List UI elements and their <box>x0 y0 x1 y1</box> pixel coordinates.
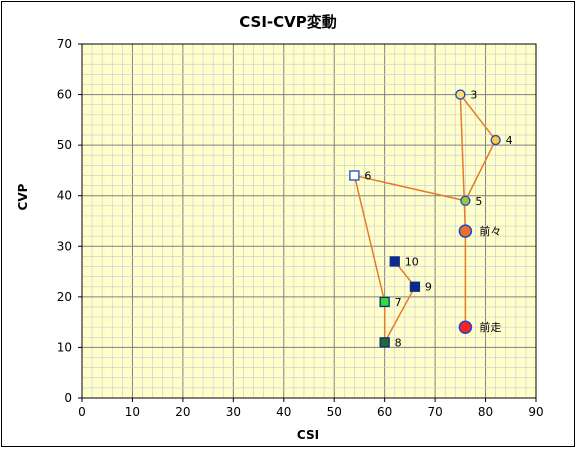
point-label: 5 <box>475 195 482 208</box>
point-marker <box>460 195 471 206</box>
x-tick-label: 40 <box>276 405 291 419</box>
y-tick-label: 70 <box>57 37 72 51</box>
y-tick-label: 60 <box>57 88 72 102</box>
series-line <box>353 92 497 343</box>
point-marker <box>379 296 390 308</box>
x-tick-label: 60 <box>377 405 392 419</box>
axis-ticks: 0 10 20 30 40 50 60 70 80 90 0 10 20 30 40 50 60 70 <box>57 37 544 419</box>
point-label: 3 <box>470 89 477 102</box>
point-marker <box>455 89 466 100</box>
x-tick-label: 30 <box>226 405 241 419</box>
y-tick-label: 50 <box>57 138 72 152</box>
point-label: 9 <box>425 281 432 294</box>
point-marker <box>379 337 390 348</box>
point-marker <box>349 170 360 181</box>
point-marker <box>389 256 400 267</box>
y-tick-label: 40 <box>57 189 72 203</box>
plot-area <box>81 43 537 399</box>
point-marker <box>458 224 473 238</box>
x-tick-label: 80 <box>478 405 493 419</box>
plot-border <box>81 43 537 399</box>
y-tick-label: 20 <box>57 290 72 304</box>
x-tick-label: 0 <box>78 405 86 419</box>
data-points <box>349 89 501 348</box>
x-tick-label: 50 <box>327 405 342 419</box>
point-label: 4 <box>506 134 513 147</box>
x-tick-label: 90 <box>528 405 543 419</box>
x-tick-label: 20 <box>175 405 190 419</box>
grid-lines <box>81 43 537 399</box>
chart-title: CSI-CVP変動 <box>239 13 337 31</box>
point-label: 8 <box>395 336 402 349</box>
point-label: 10 <box>405 255 419 268</box>
y-tick-label: 10 <box>57 340 72 354</box>
point-marker <box>409 281 421 292</box>
point-marker <box>458 320 473 334</box>
chart-svg: CSI-CVP変動 0 10 20 30 40 50 60 70 80 90 0 10 20 30 40 50… <box>16 13 544 442</box>
series-polyline <box>353 92 497 343</box>
point-label: 前々 <box>479 224 501 238</box>
x-axis-label: CSI <box>297 428 319 442</box>
point-label: 7 <box>395 296 402 309</box>
y-axis-label: CVP <box>16 183 30 210</box>
point-marker <box>490 134 501 146</box>
x-tick-label: 10 <box>125 405 140 419</box>
point-label: 前走 <box>479 320 501 334</box>
point-label: 6 <box>364 169 371 182</box>
y-tick-label: 30 <box>57 239 72 253</box>
x-tick-label: 70 <box>427 405 442 419</box>
y-tick-label: 0 <box>64 391 72 405</box>
